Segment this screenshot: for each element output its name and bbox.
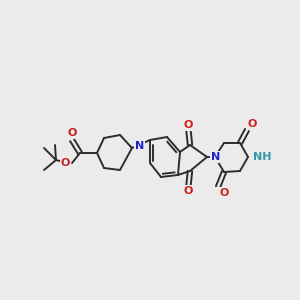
Text: O: O: [67, 128, 77, 138]
Text: N: N: [135, 141, 144, 151]
Text: O: O: [183, 120, 193, 130]
Text: O: O: [61, 158, 70, 168]
Text: O: O: [183, 186, 193, 196]
Text: NH: NH: [253, 152, 272, 162]
Text: O: O: [219, 188, 228, 198]
Text: O: O: [248, 119, 257, 129]
Text: N: N: [211, 152, 220, 162]
